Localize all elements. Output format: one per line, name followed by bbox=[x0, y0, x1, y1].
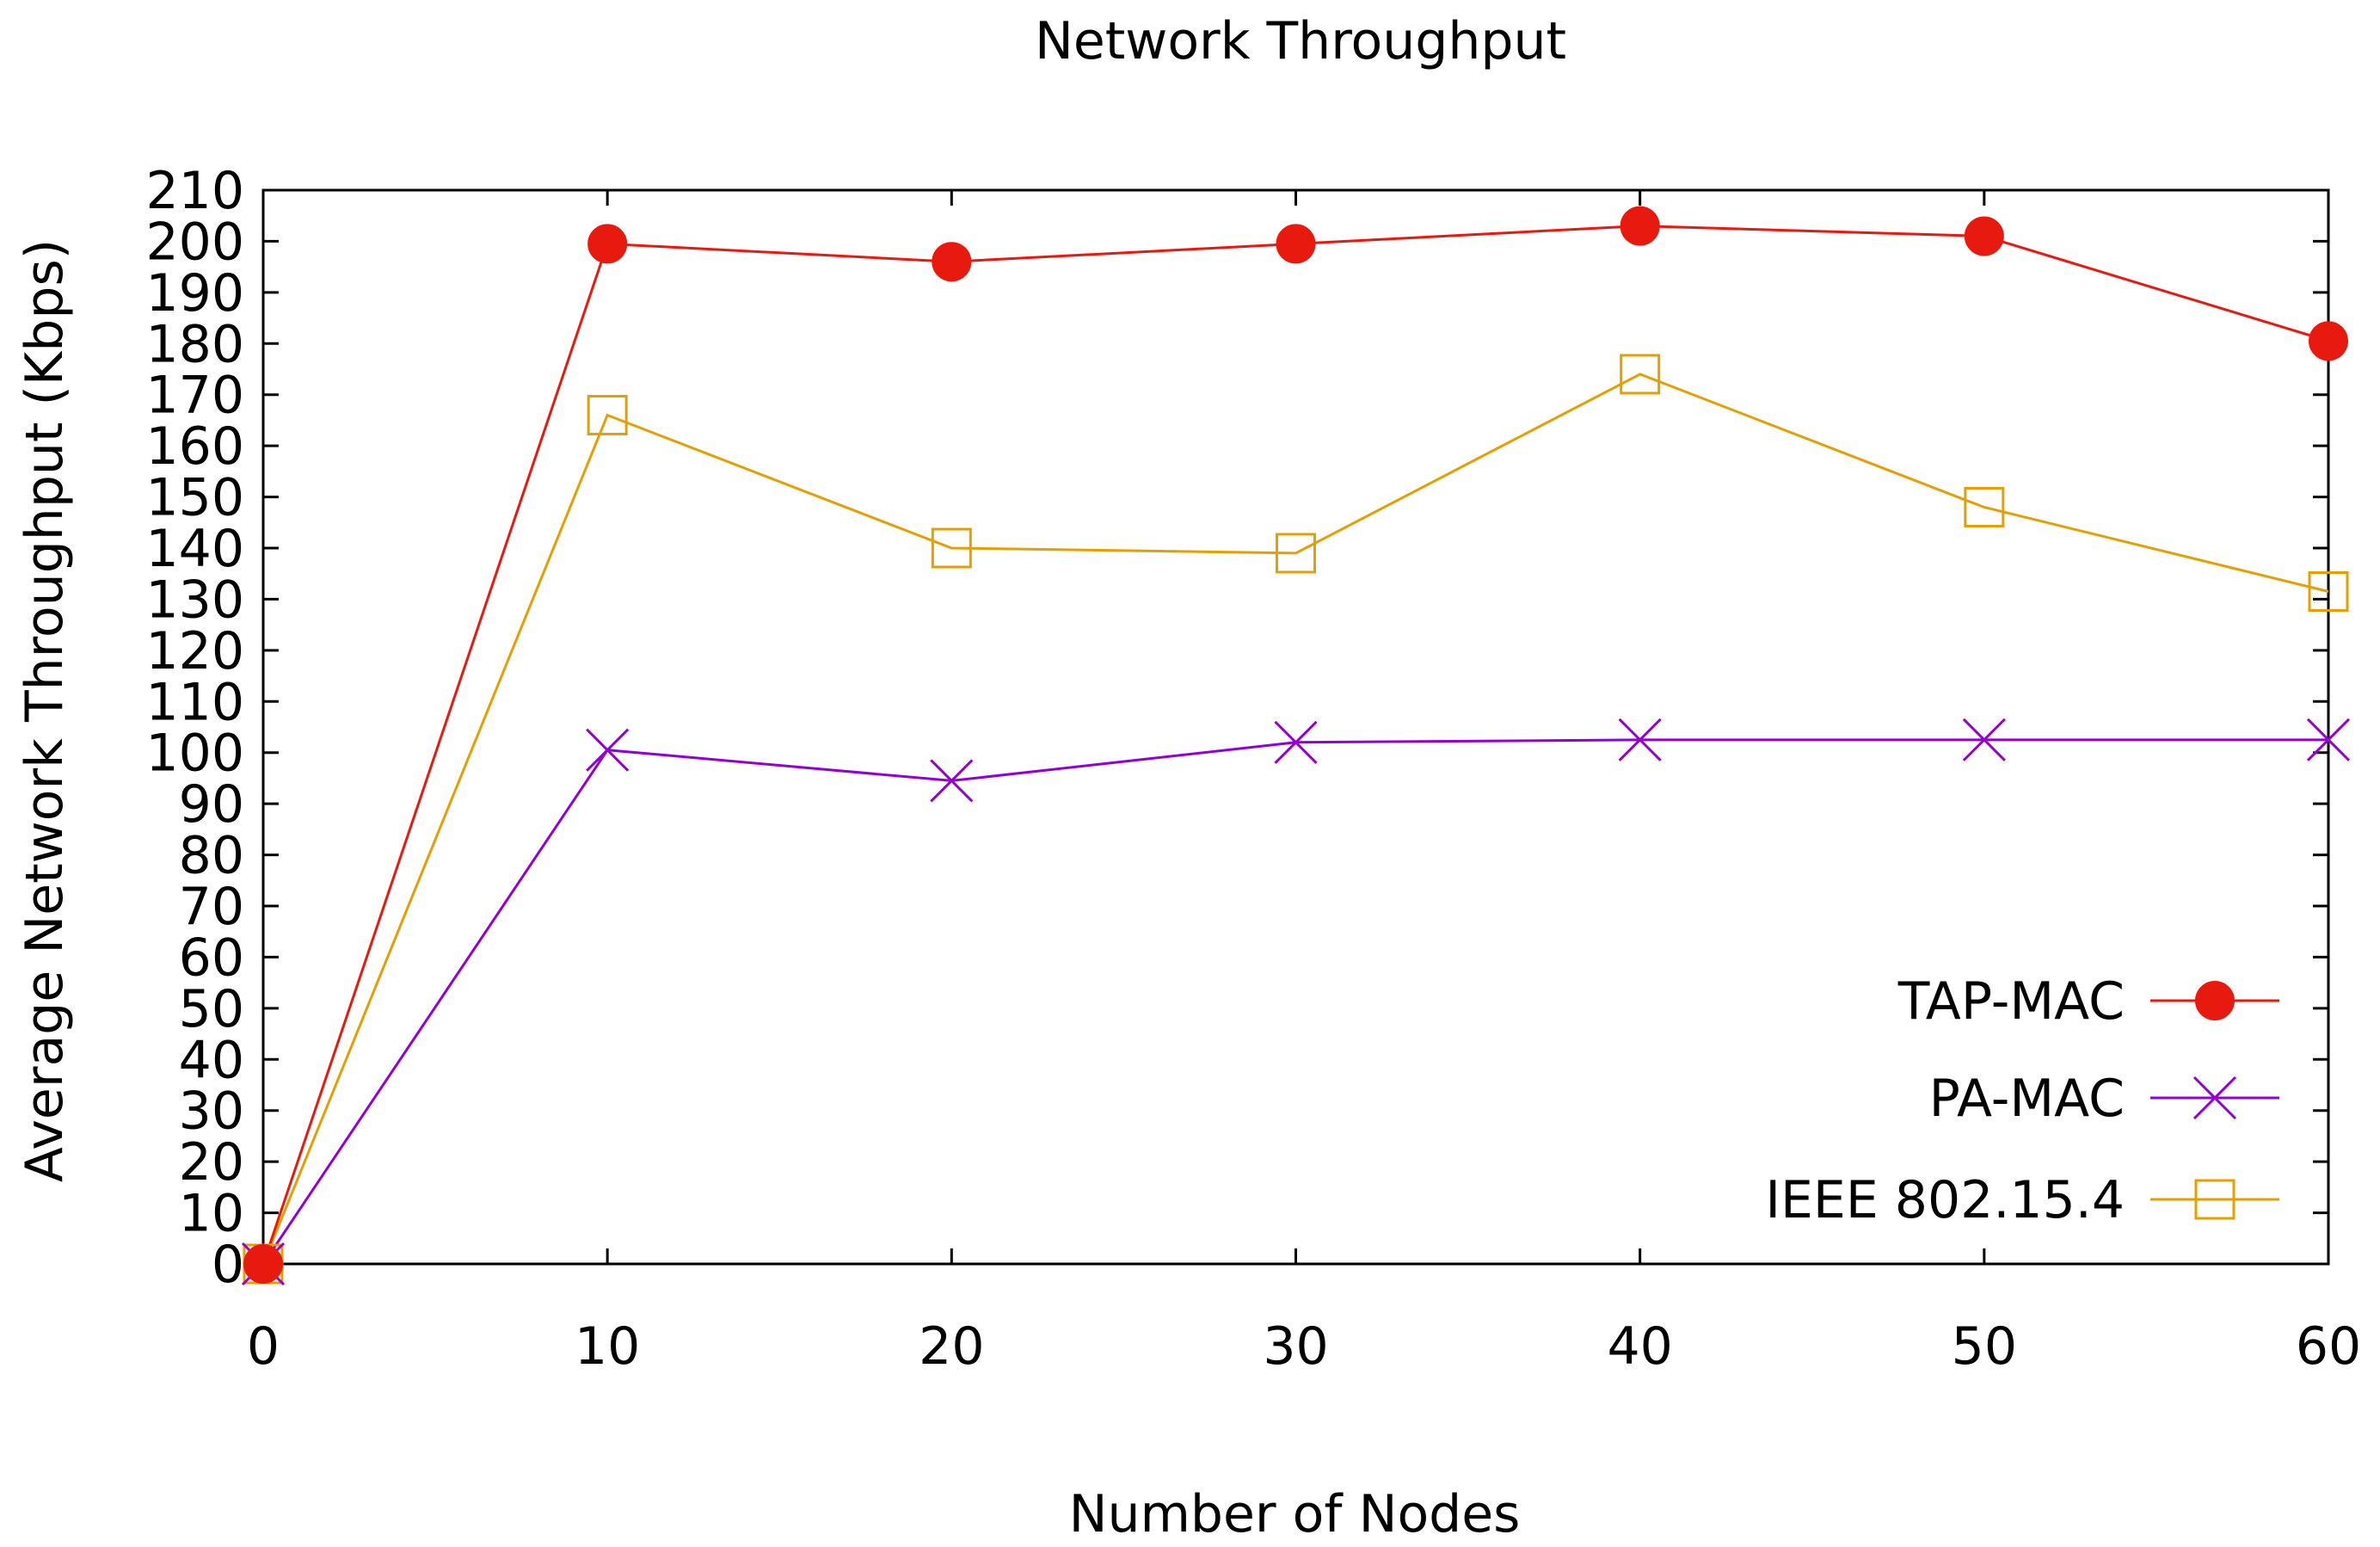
data-point-tap-mac bbox=[932, 242, 972, 282]
series-markers bbox=[241, 206, 2351, 1286]
data-point-ieee-802-15-4 bbox=[2308, 571, 2349, 613]
y-tick-label: 30 bbox=[179, 1082, 244, 1142]
data-point-ieee-802-15-4 bbox=[1276, 533, 1316, 574]
data-point-tap-mac bbox=[1276, 224, 1316, 264]
y-tick-label: 140 bbox=[145, 519, 244, 579]
y-tick-label: 40 bbox=[179, 1030, 244, 1090]
legend: TAP-MAC PA-MAC IEEE 802.15.4 bbox=[1765, 971, 2279, 1230]
data-point-ieee-802-15-4 bbox=[1964, 486, 2005, 527]
y-tick-label: 160 bbox=[145, 416, 244, 477]
y-tick-label: 0 bbox=[212, 1235, 244, 1295]
y-tick-label: 130 bbox=[145, 570, 244, 630]
x-tick-label: 40 bbox=[1607, 1316, 1672, 1377]
y-tick-label: 150 bbox=[145, 468, 244, 528]
data-point-tap-mac bbox=[587, 224, 628, 264]
x-tick-label: 20 bbox=[919, 1316, 984, 1377]
data-point-tap-mac bbox=[2309, 321, 2348, 361]
legend-marker-ieee-802-15-4 bbox=[2194, 1179, 2235, 1220]
x-tick-label: 10 bbox=[575, 1316, 640, 1377]
data-point-ieee-802-15-4 bbox=[587, 394, 628, 435]
data-point-pa-mac bbox=[1618, 718, 1662, 761]
y-tick-label: 210 bbox=[145, 161, 244, 221]
x-tick-label: 0 bbox=[247, 1316, 280, 1377]
data-point-pa-mac bbox=[2306, 718, 2351, 761]
legend-marker-tap-mac bbox=[2195, 981, 2235, 1020]
x-tick-label: 50 bbox=[1952, 1316, 2017, 1377]
data-point-tap-mac bbox=[243, 1244, 283, 1284]
x-axis-label: Number of Nodes bbox=[1069, 1484, 1521, 1544]
legend-label-tap-mac: TAP-MAC bbox=[1897, 971, 2125, 1032]
y-tick-label: 70 bbox=[179, 877, 244, 937]
legend-label-pa-mac: PA-MAC bbox=[1929, 1069, 2125, 1129]
data-point-pa-mac bbox=[1274, 720, 1318, 764]
y-axis-label: Average Network Throughput (Kbps) bbox=[15, 239, 75, 1182]
y-tick-label: 170 bbox=[145, 366, 244, 426]
data-point-pa-mac bbox=[586, 728, 630, 772]
data-point-pa-mac bbox=[930, 759, 974, 803]
y-tick-label: 90 bbox=[179, 774, 244, 835]
x-tick-label: 30 bbox=[1263, 1316, 1328, 1377]
y-tick-label: 80 bbox=[179, 826, 244, 886]
data-point-pa-mac bbox=[1962, 718, 2006, 761]
legend-marker-pa-mac bbox=[2192, 1076, 2237, 1120]
chart-title: Network Throughput bbox=[1035, 11, 1566, 71]
data-point-ieee-802-15-4 bbox=[1620, 354, 1661, 395]
data-point-tap-mac bbox=[1964, 216, 2004, 256]
x-axis-ticks: 0 10 20 30 40 50 60 bbox=[247, 190, 2361, 1377]
y-tick-label: 20 bbox=[179, 1132, 244, 1193]
series-line-ieee-802-15-4 bbox=[261, 373, 2329, 1265]
y-tick-label: 10 bbox=[179, 1184, 244, 1244]
legend-label-ieee-802-15-4: IEEE 802.15.4 bbox=[1765, 1170, 2125, 1230]
y-tick-label: 110 bbox=[145, 672, 244, 732]
y-axis-ticks: 0102030405060708090100110120130140150160… bbox=[145, 161, 2328, 1295]
x-tick-label: 60 bbox=[2296, 1316, 2361, 1377]
y-tick-label: 120 bbox=[145, 621, 244, 681]
y-tick-label: 50 bbox=[179, 979, 244, 1039]
data-point-ieee-802-15-4 bbox=[931, 527, 972, 569]
y-tick-label: 180 bbox=[145, 314, 244, 374]
y-tick-label: 200 bbox=[145, 212, 244, 272]
y-tick-label: 190 bbox=[145, 263, 244, 324]
data-point-tap-mac bbox=[1620, 206, 1660, 246]
y-tick-label: 60 bbox=[179, 928, 244, 988]
y-tick-label: 100 bbox=[145, 724, 244, 784]
